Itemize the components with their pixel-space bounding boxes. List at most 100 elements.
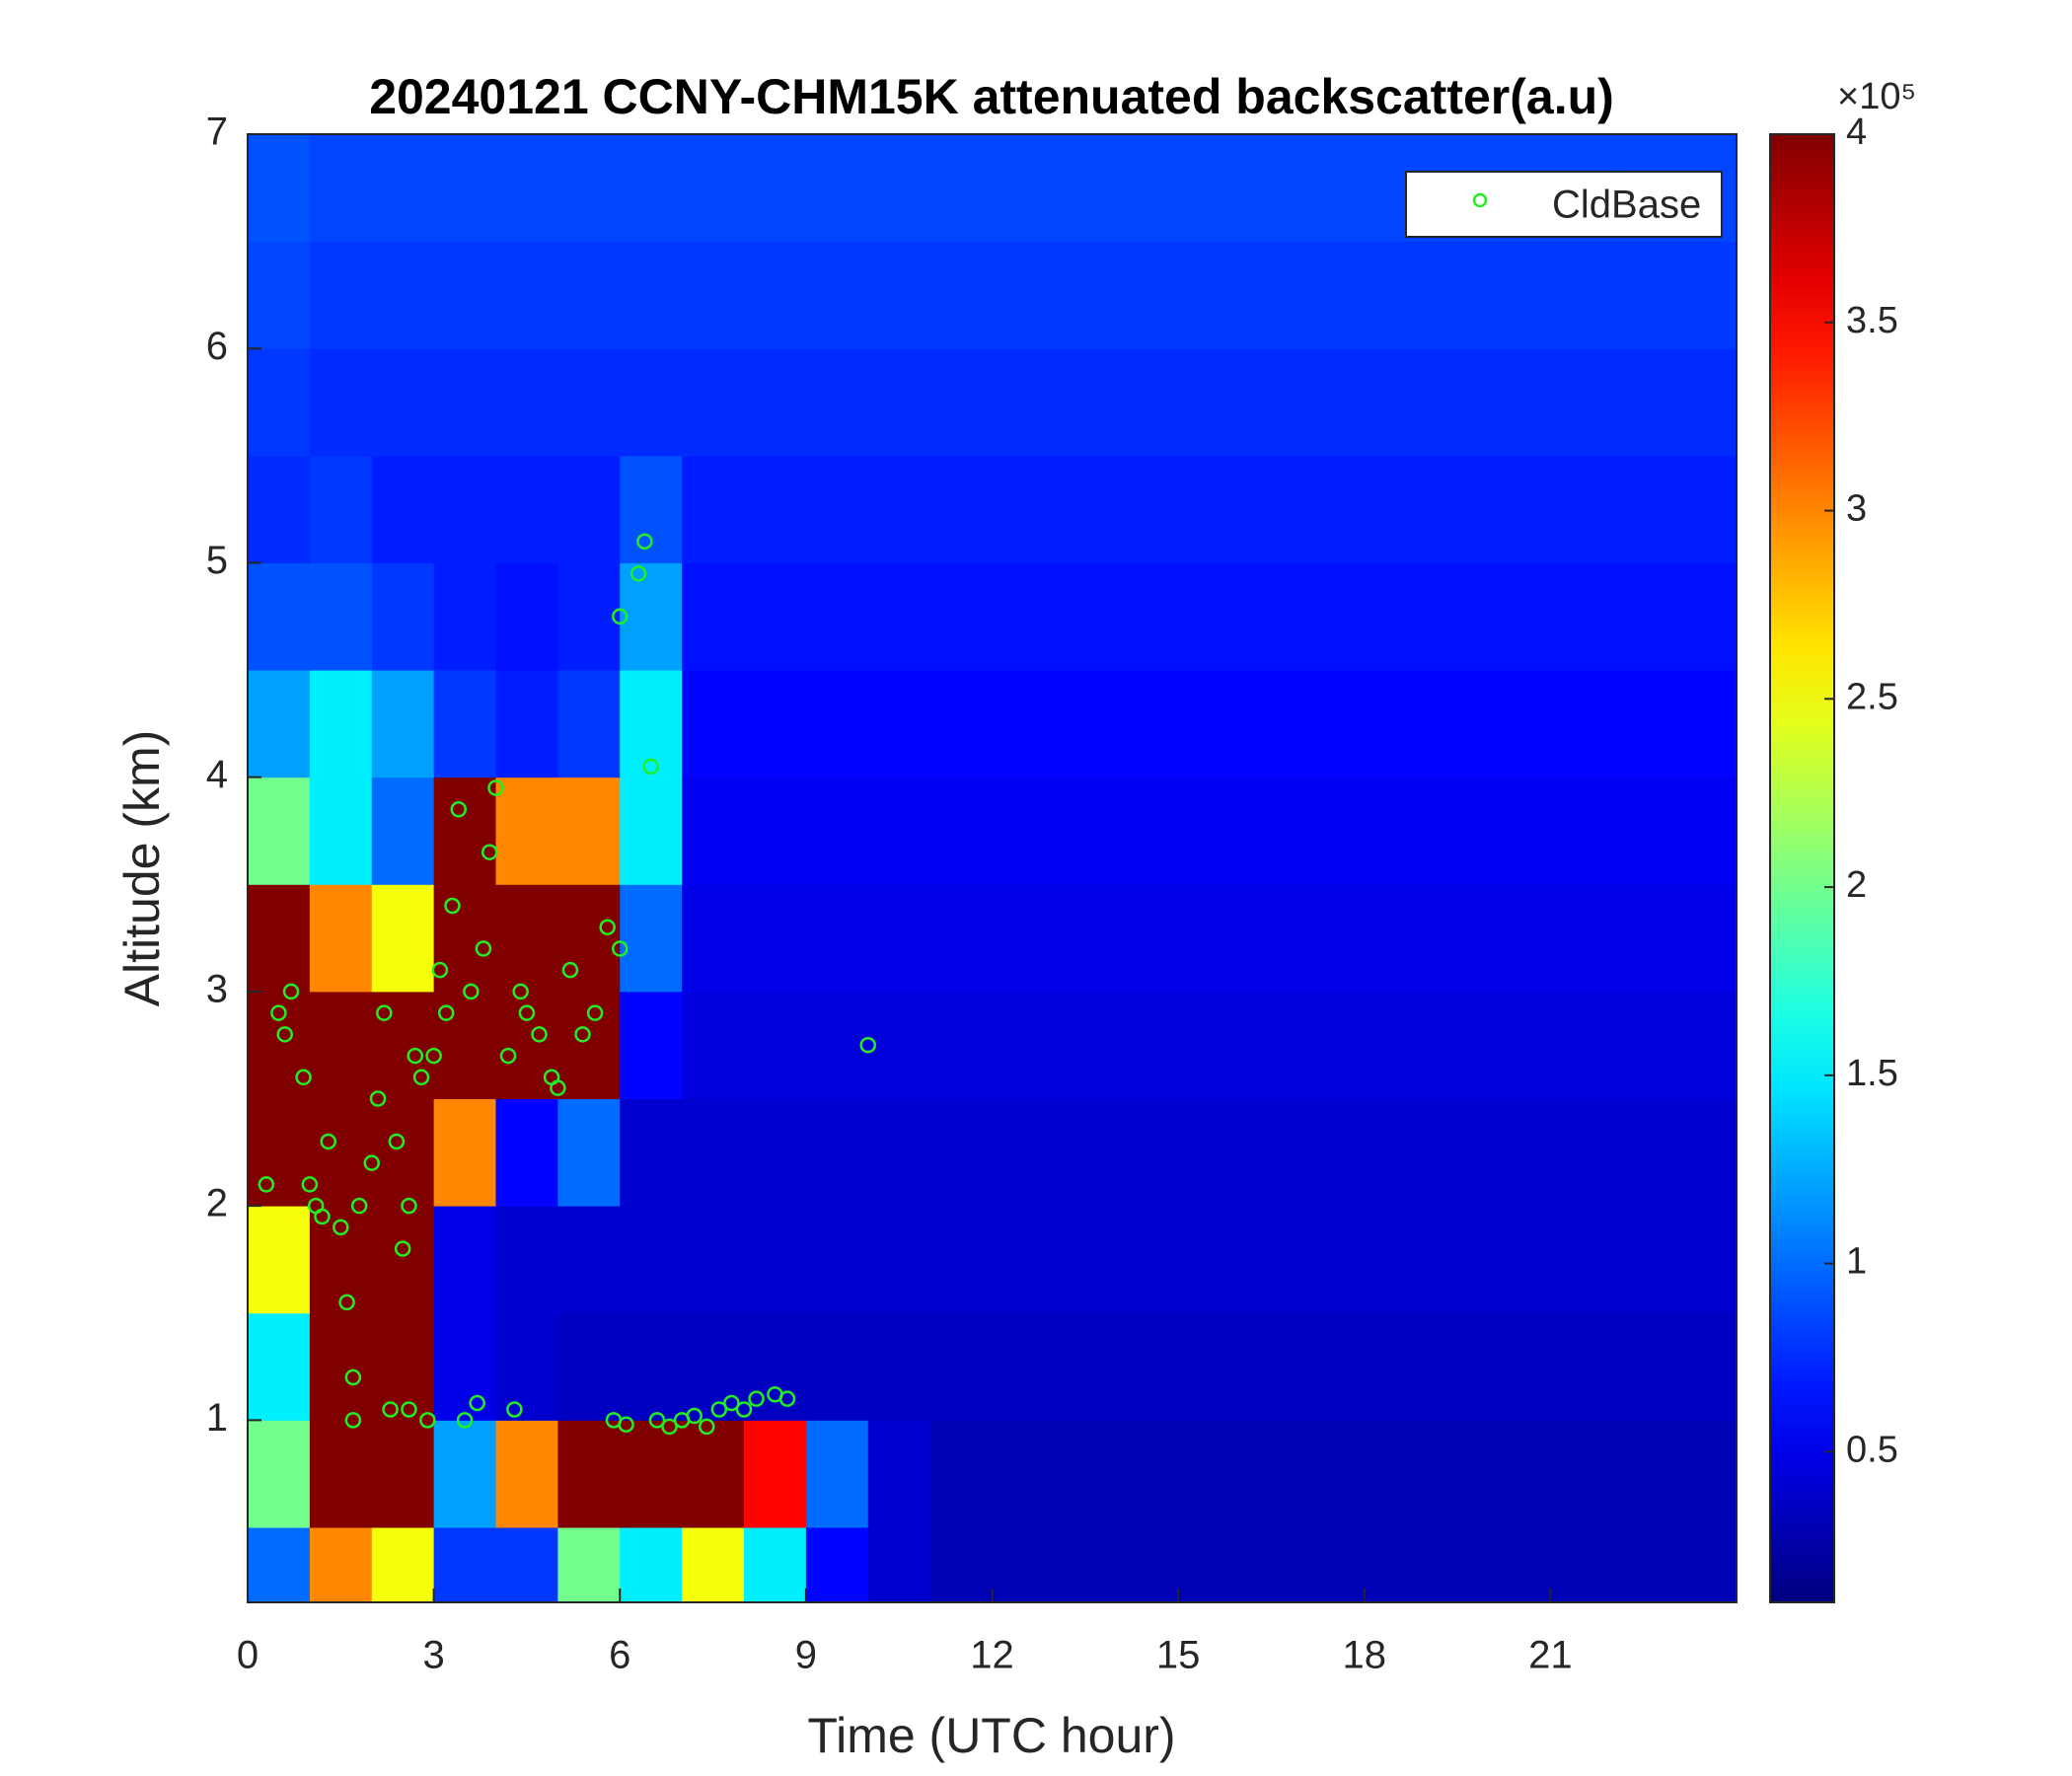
colorbar-tick-label: 2.5: [1846, 676, 1898, 717]
heatmap-cell: [495, 777, 558, 885]
heatmap-cell: [1116, 1526, 1179, 1603]
heatmap-cell: [495, 562, 558, 671]
heatmap-cell: [495, 455, 558, 563]
heatmap-cell: [992, 991, 1055, 1100]
cloud-base-point: [710, 1401, 728, 1418]
cloud-base-point: [382, 1401, 399, 1418]
cloud-base-point: [748, 1390, 765, 1407]
heatmap-cell: [1116, 670, 1179, 778]
heatmap-cell: [1488, 884, 1551, 993]
heatmap-cell: [1488, 670, 1551, 778]
cloud-base-point: [369, 1090, 387, 1107]
heatmap-cell: [1612, 455, 1675, 563]
heatmap-cell: [309, 1098, 373, 1207]
heatmap-cell: [433, 455, 496, 563]
heatmap-cell: [495, 1312, 558, 1421]
heatmap-cell: [929, 1098, 993, 1207]
colorbar: [1769, 133, 1835, 1603]
heatmap-cell: [1240, 1312, 1303, 1421]
heatmap-cell: [744, 1420, 807, 1528]
heatmap-cell: [248, 1312, 311, 1421]
heatmap-cell: [744, 1098, 807, 1207]
heatmap-cell: [1674, 1526, 1738, 1603]
cloud-base-point: [859, 1036, 876, 1054]
heatmap-cell: [805, 1526, 869, 1603]
heatmap-cell: [557, 670, 621, 778]
cloud-base-point: [333, 1219, 349, 1236]
heatmap-cell: [1116, 241, 1179, 349]
heatmap-cell: [371, 991, 435, 1100]
x-tick-label: 15: [1156, 1634, 1201, 1677]
heatmap-cell: [433, 562, 496, 671]
heatmap-cell: [1301, 1420, 1366, 1528]
heatmap-cell: [992, 884, 1055, 993]
heatmap-cell: [1674, 1206, 1738, 1314]
cloud-base-point: [282, 983, 300, 1000]
heatmap-cell: [495, 348, 558, 457]
heatmap-cell: [309, 455, 373, 563]
heatmap-cell: [867, 670, 931, 778]
heatmap-cell: [1301, 562, 1366, 671]
y-tick-label: 3: [206, 967, 228, 1010]
heatmap-cell: [1488, 991, 1551, 1100]
heatmap-cell: [248, 562, 311, 671]
colorbar-tick-label: 4: [1846, 111, 1867, 153]
y-axis-label: Altitude (km): [114, 730, 170, 1007]
heatmap-cell: [248, 991, 311, 1100]
heatmap-cell: [1116, 348, 1179, 457]
legend-marker: [1472, 192, 1488, 208]
heatmap-cell: [433, 1526, 496, 1603]
heatmap-cell: [1364, 1098, 1428, 1207]
heatmap-cell: [557, 777, 621, 885]
heatmap-cell: [1550, 1098, 1613, 1207]
heatmap-cell: [1612, 1312, 1675, 1421]
heatmap-cell: [1178, 348, 1241, 457]
heatmap-cell: [867, 777, 931, 885]
heatmap-cell: [248, 1098, 311, 1207]
heatmap-cell: [1364, 455, 1428, 563]
cloud-base-point: [344, 1369, 362, 1386]
heatmap-cell: [1301, 1312, 1366, 1421]
heatmap-cell: [992, 777, 1055, 885]
heatmap-cell: [1488, 1098, 1551, 1207]
heatmap-cell: [309, 562, 373, 671]
heatmap-cell: [805, 562, 869, 671]
heatmap-cell: [1550, 670, 1613, 778]
cloud-base-point: [699, 1418, 715, 1436]
y-tick-label: 2: [206, 1182, 228, 1225]
heatmap-cell: [1674, 884, 1738, 993]
cloud-base-point: [419, 1412, 436, 1429]
heatmap-cell: [929, 134, 993, 243]
heatmap-cell: [1054, 1420, 1117, 1528]
heatmap-cell: [371, 1420, 435, 1528]
heatmap-cell: [1116, 562, 1179, 671]
y-tick-label: 7: [206, 111, 228, 154]
heatmap-cell: [1550, 991, 1613, 1100]
heatmap-cell: [557, 562, 621, 671]
heatmap-cell: [805, 1098, 869, 1207]
heatmap-cell: [1550, 562, 1613, 671]
heatmap-cell: [992, 1526, 1055, 1603]
heatmap-cell: [929, 1206, 993, 1314]
cloud-base-point: [463, 983, 480, 1000]
heatmap-cell: [805, 884, 869, 993]
heatmap-cell: [433, 1312, 496, 1421]
heatmap-cell: [620, 991, 683, 1100]
heatmap-cell: [309, 991, 373, 1100]
cloud-base-point: [258, 1176, 275, 1193]
heatmap-cell: [248, 884, 311, 993]
heatmap-cell: [620, 134, 683, 243]
heatmap-cell: [744, 455, 807, 563]
heatmap-cell: [309, 1420, 373, 1528]
heatmap-cell: [1178, 241, 1241, 349]
heatmap-cell: [371, 1098, 435, 1207]
heatmap-cell: [1612, 241, 1675, 349]
heatmap-cell: [1054, 1526, 1117, 1603]
heatmap-cell: [867, 455, 931, 563]
heatmap-cell: [1364, 1206, 1428, 1314]
heatmap-cell: [992, 241, 1055, 349]
heatmap-cell: [1426, 241, 1489, 349]
heatmap-cell: [1364, 562, 1428, 671]
heatmap-cell: [867, 1526, 931, 1603]
heatmap-cell: [1116, 1420, 1179, 1528]
